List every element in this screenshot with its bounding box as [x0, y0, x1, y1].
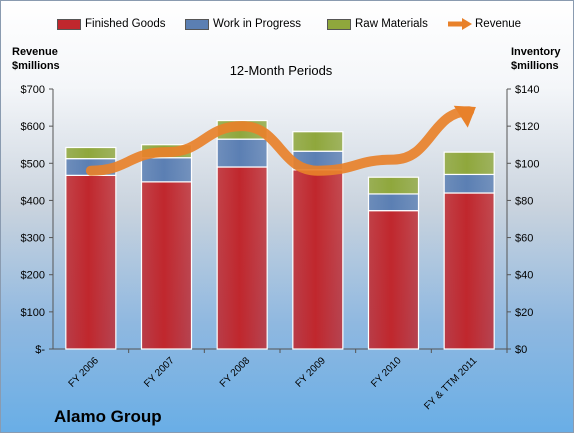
legend-swatch [57, 19, 81, 30]
legend-swatch [327, 19, 351, 30]
bar-segment-finished-goods [292, 169, 344, 350]
bar-segment-work-in-progress [367, 193, 420, 212]
left-tick-label: $300 [21, 233, 45, 245]
bar-segment-work-in-progress [216, 138, 268, 168]
legend-label: Work in Progress [213, 18, 301, 30]
chart-title: 12-Month Periods [229, 63, 333, 78]
right-tick-label: $140 [515, 84, 539, 96]
bar-segment-raw-materials [292, 131, 344, 152]
left-tick-label: $100 [21, 307, 45, 319]
right-tick-label: $40 [515, 270, 533, 282]
legend-label: Finished Goods [85, 18, 166, 30]
bar-segment-finished-goods [65, 174, 117, 350]
left-tick-label: $- [35, 344, 45, 356]
bar-segment-finished-goods [140, 181, 193, 350]
bar-segment-raw-materials [367, 176, 420, 195]
left-tick-label: $700 [21, 84, 45, 96]
left-axis-title-line2: $millions [12, 60, 60, 72]
right-axis-title-line2: $millions [511, 60, 559, 72]
right-tick-label: $60 [515, 233, 533, 245]
bar-segment-raw-materials [443, 151, 495, 176]
revenue-line [85, 106, 475, 176]
bar-segment-raw-materials [65, 146, 117, 160]
right-tick-label: $20 [515, 307, 533, 319]
right-axis-title: Inventory $millions [511, 45, 571, 73]
left-axis-title-line1: Revenue [12, 46, 58, 58]
right-tick-label: $120 [515, 121, 539, 133]
legend-swatch [185, 19, 209, 30]
legend-label: Raw Materials [355, 18, 428, 30]
right-tick-label: $100 [515, 158, 539, 170]
bar-segment-finished-goods [367, 210, 420, 350]
legend-swatch [448, 18, 472, 30]
right-tick-label: $0 [515, 344, 527, 356]
right-tick-label: $80 [515, 195, 533, 207]
x-tick-label: FY 2009 [294, 355, 329, 390]
right-axis-title-line1: Inventory [511, 46, 561, 58]
company-name: Alamo Group [54, 407, 162, 426]
x-tick-label: FY 2010 [369, 355, 404, 390]
x-tick-label: FY 2007 [142, 355, 177, 390]
legend-label: Revenue [475, 18, 522, 30]
left-tick-label: $200 [21, 270, 45, 282]
bar-segment-finished-goods [443, 192, 495, 350]
left-axis-title: Revenue $millions [12, 45, 92, 73]
legend: Finished Goods Work in Progress Raw Materi… [1, 15, 573, 35]
revenue-arrow-head [453, 105, 476, 128]
bar-segment-finished-goods [216, 166, 268, 350]
x-tick-label: FY & TTM 2011 [422, 355, 479, 412]
bar-segment-work-in-progress [140, 157, 193, 183]
left-tick-label: $600 [21, 121, 45, 133]
left-tick-label: $500 [21, 158, 45, 170]
x-tick-label: FY 2006 [67, 355, 102, 390]
bar-segment-work-in-progress [443, 173, 495, 194]
x-tick-label: FY 2008 [218, 355, 253, 390]
left-tick-label: $400 [21, 195, 45, 207]
